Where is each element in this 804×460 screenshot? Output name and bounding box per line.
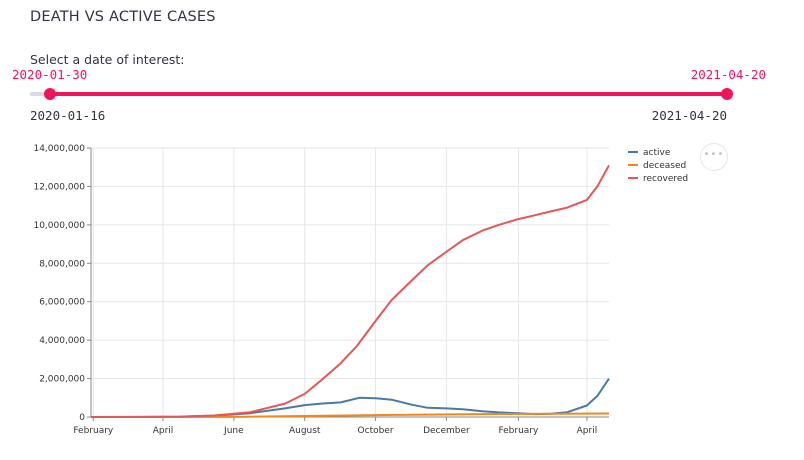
slider-track-selected[interactable] [50,92,727,96]
series-line-recovered [90,164,610,418]
slider-start-value: 2020-01-30 [12,67,88,82]
slider-end-handle[interactable] [721,88,733,100]
y-tick-label: 6,000,000 [39,298,85,308]
slider-end-value: 2021-04-20 [690,67,766,82]
legend-label-deceased: deceased [643,161,686,171]
x-tick-label: June [223,426,244,436]
y-tick-label: 10,000,000 [33,221,85,231]
date-range-slider[interactable] [30,84,733,104]
slider-min-label: 2020-01-16 [30,108,106,123]
y-tick-label: 14,000,000 [33,144,85,154]
slider-label: Select a date of interest: [30,52,185,67]
slider-start-handle[interactable] [44,88,56,100]
y-tick-label: 8,000,000 [39,259,85,269]
x-tick-label: April [577,426,598,436]
legend-label-recovered: recovered [643,174,688,184]
x-tick-label: April [153,426,174,436]
y-tick-label: 12,000,000 [33,182,85,192]
y-tick-label: 0 [79,413,85,423]
x-tick-label: August [289,426,321,436]
slider-max-label: 2021-04-20 [651,108,727,123]
y-tick-label: 4,000,000 [39,336,85,346]
x-tick-label: February [498,426,539,436]
x-tick-label: October [358,426,394,436]
page-title: DEATH VS ACTIVE CASES [30,9,216,25]
x-tick-label: February [73,426,114,436]
series-line-active [91,378,610,418]
legend-label-active: active [643,148,671,158]
y-tick-label: 2,000,000 [39,375,85,385]
x-tick-label: December [423,426,470,436]
chart-menu-button[interactable]: ••• [700,143,728,171]
ellipsis-icon: ••• [703,149,725,160]
